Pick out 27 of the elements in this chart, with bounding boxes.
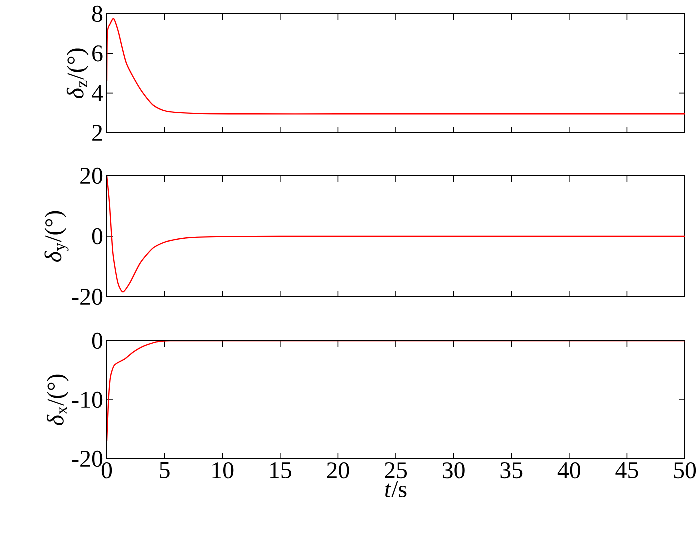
x-tick-label: 35 (500, 462, 523, 479)
y-tick-label: 4 (92, 85, 104, 102)
y-tick-label: -10 (72, 392, 103, 408)
x-tick-label: 15 (270, 462, 292, 479)
y-tick-label: 8 (92, 6, 103, 22)
y-tick-label: 2 (92, 125, 102, 141)
x-tick-label: 25 (385, 462, 408, 479)
y-axis-title: δ$_{z}$/(°) (66, 48, 89, 99)
x-tick-label: 20 (327, 462, 350, 479)
line-series (107, 341, 686, 442)
line-series (107, 176, 686, 293)
y-tick-label: 0 (92, 228, 103, 245)
y-axis-title: δ$_{x}$/(°) (46, 374, 69, 426)
y-tick-label: -20 (72, 288, 103, 306)
y-tick-label: 0 (92, 332, 103, 350)
x-tick-label: 50 (674, 462, 696, 479)
x-tick-label: 45 (616, 462, 638, 478)
x-axis-title: t/s (386, 481, 407, 498)
y-axis-title: δ$_{y}$/(°) (44, 211, 69, 262)
y-tick-label: 6 (92, 46, 103, 62)
x-tick-label: 5 (160, 462, 170, 478)
line-series (107, 18, 686, 115)
x-tick-label: 10 (212, 462, 234, 479)
y-tick-label: -20 (72, 450, 103, 468)
x-tick-label: 30 (442, 462, 465, 479)
y-tick-label: 20 (80, 168, 103, 184)
x-tick-label: 40 (558, 462, 580, 479)
